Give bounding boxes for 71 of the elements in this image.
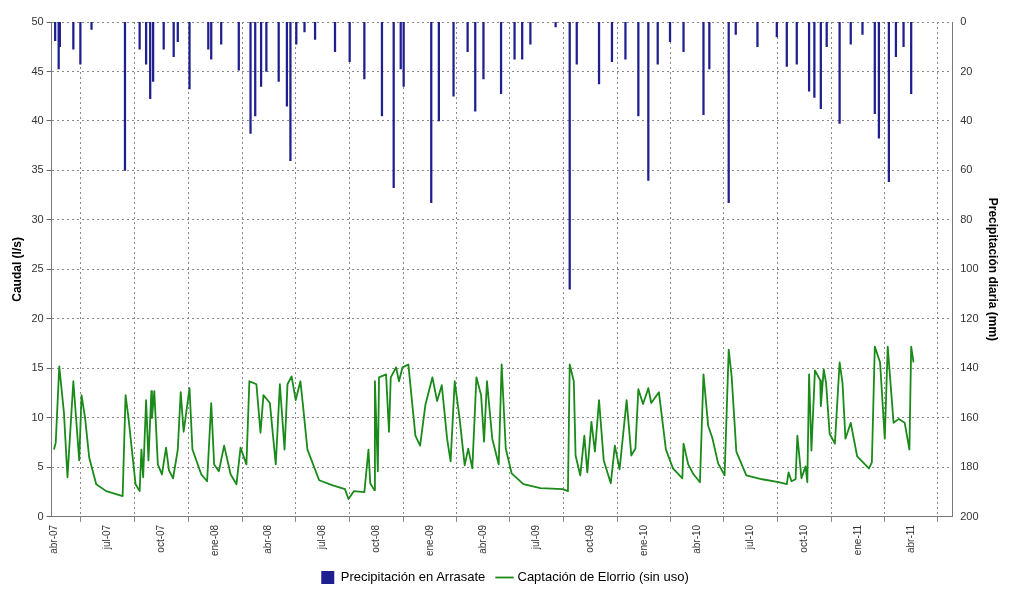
y-tick-label: 10 — [31, 410, 44, 423]
bar — [72, 22, 75, 50]
bar — [90, 22, 93, 30]
y-tick-label: 20 — [31, 311, 44, 324]
bar — [513, 22, 516, 60]
y-axis-title: Caudal (l/s) — [9, 237, 24, 302]
bar — [313, 22, 317, 40]
bar — [303, 22, 306, 33]
bar — [838, 22, 841, 124]
bar — [265, 22, 268, 72]
bar — [220, 22, 223, 45]
y-tick-label: 25 — [31, 262, 44, 275]
y2-tick-label: 100 — [960, 262, 979, 275]
y2-tick-label: 20 — [960, 64, 973, 77]
y2-tick-label: 0 — [960, 15, 967, 28]
y2-tick-label: 80 — [960, 212, 973, 225]
x-tick-label: ene-09 — [423, 524, 435, 556]
y-tick-label: 30 — [31, 212, 44, 225]
y2-tick-label: 60 — [960, 163, 973, 176]
x-tick-label: abr-10 — [690, 524, 702, 554]
bar — [162, 22, 165, 50]
y2-tick-label: 200 — [960, 509, 979, 522]
y2-axis-title: Precipitación diaria (mm) — [986, 197, 1001, 342]
y-tick-label: 35 — [31, 163, 44, 176]
y-tick-label: 50 — [31, 15, 44, 28]
bar — [861, 22, 864, 35]
bar — [249, 22, 252, 134]
x-tick-label: jul-09 — [530, 524, 542, 551]
bar — [554, 22, 557, 28]
bar — [849, 22, 852, 45]
x-tick-label: abr-08 — [262, 524, 274, 554]
y2-tick-label: 180 — [960, 460, 979, 473]
bar — [702, 22, 705, 116]
bar — [188, 22, 191, 90]
x-tick-label: ene-11 — [852, 524, 864, 556]
x-tick-label: abr-09 — [476, 524, 488, 554]
x-tick-label: ene-10 — [637, 524, 649, 556]
y2-tick-label: 160 — [960, 410, 979, 423]
x-tick-label: abr-11 — [904, 524, 916, 554]
bar — [289, 22, 292, 161]
bar — [452, 22, 455, 97]
x-tick-label: jul-07 — [101, 524, 113, 551]
y2-tick-label: 120 — [960, 311, 979, 324]
bar — [482, 22, 485, 80]
bar — [529, 22, 532, 45]
bar — [682, 22, 685, 53]
bar — [756, 22, 759, 48]
bar — [466, 22, 469, 53]
x-tick-label: ene-08 — [209, 524, 221, 556]
y-tick-label: 15 — [31, 361, 44, 374]
bar — [734, 22, 737, 35]
bar — [902, 22, 905, 48]
y2-tick-label: 40 — [960, 114, 973, 126]
x-tick-label: jul-08 — [315, 524, 327, 551]
bar — [79, 22, 82, 65]
y-tick-label: 45 — [31, 64, 44, 77]
bar — [138, 22, 141, 50]
bar — [624, 22, 627, 60]
x-tick-label: oct-08 — [369, 524, 381, 553]
x-tick-label: jul-10 — [744, 524, 756, 551]
x-tick-label: oct-10 — [798, 524, 810, 553]
y2-tick-label: 140 — [960, 361, 979, 374]
x-tick-label: abr-07 — [47, 524, 59, 554]
y-tick-label: 5 — [37, 460, 44, 473]
legend-label: Precipitación en Arrasate — [340, 569, 486, 585]
y-tick-label: 40 — [31, 114, 44, 126]
legend-label: Captación de Elorrio (sin uso) — [517, 569, 689, 585]
bar — [295, 22, 298, 45]
x-tick-label: oct-07 — [155, 524, 167, 553]
y-tick-label: 0 — [37, 509, 44, 522]
x-tick-label: oct-09 — [583, 524, 595, 553]
